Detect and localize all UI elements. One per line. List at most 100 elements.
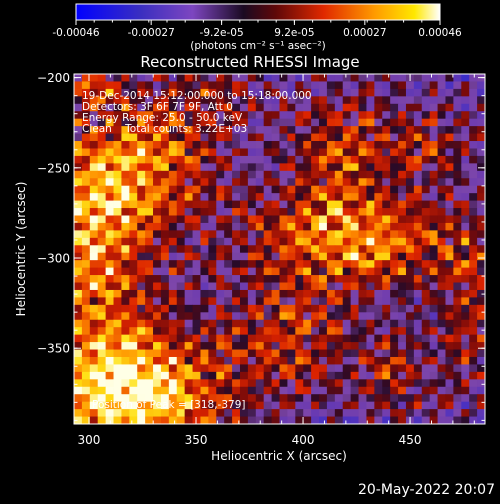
heatmap-cell bbox=[224, 386, 233, 395]
heatmap-cell bbox=[421, 334, 431, 343]
heatmap-cell bbox=[247, 304, 257, 313]
heatmap-cell bbox=[429, 178, 438, 187]
heatmap-cell bbox=[366, 252, 375, 261]
heatmap-cell bbox=[445, 304, 454, 313]
heatmap-cell bbox=[437, 416, 446, 425]
heatmap-cell bbox=[208, 155, 217, 164]
heatmap-cell bbox=[145, 409, 154, 417]
heatmap-cell bbox=[469, 215, 478, 224]
heatmap-cell bbox=[334, 364, 344, 373]
heatmap-cell bbox=[74, 416, 83, 425]
heatmap-cell bbox=[263, 364, 272, 373]
heatmap-cell bbox=[461, 103, 470, 112]
heatmap-cell bbox=[303, 356, 312, 365]
heatmap-cell bbox=[405, 141, 415, 149]
heatmap-cell bbox=[382, 81, 391, 90]
heatmap-cell bbox=[382, 327, 391, 336]
heatmap-cell bbox=[279, 356, 288, 365]
heatmap-cell bbox=[421, 126, 431, 134]
heatmap-cell bbox=[303, 289, 312, 298]
heatmap-cell bbox=[358, 297, 367, 306]
heatmap-cell bbox=[437, 267, 446, 276]
heatmap-cell bbox=[200, 267, 209, 276]
heatmap-cell bbox=[303, 163, 312, 172]
heatmap-cell bbox=[129, 409, 138, 417]
heatmap-cell bbox=[303, 409, 312, 417]
heatmap-cell bbox=[287, 386, 296, 395]
heatmap-cell bbox=[287, 401, 296, 410]
heatmap-cell bbox=[350, 170, 359, 179]
heatmap-cell bbox=[319, 133, 328, 142]
heatmap-cell bbox=[184, 275, 193, 283]
heatmap-cell bbox=[342, 275, 352, 283]
heatmap-cell bbox=[239, 178, 249, 187]
heatmap-cell bbox=[160, 178, 170, 187]
heatmap-cell bbox=[255, 178, 265, 187]
heatmap-cell bbox=[208, 371, 217, 380]
heatmap-cell bbox=[326, 349, 336, 358]
heatmap-cell bbox=[271, 364, 280, 373]
heatmap-cell bbox=[247, 178, 257, 187]
heatmap-cell bbox=[89, 96, 99, 105]
heatmap-cell bbox=[263, 237, 272, 246]
heatmap-cell bbox=[216, 356, 225, 365]
heatmap-cell bbox=[232, 401, 241, 410]
heatmap-cell bbox=[129, 282, 138, 291]
heatmap-cell bbox=[200, 193, 209, 201]
heatmap-cell bbox=[358, 394, 367, 403]
heatmap-cell bbox=[145, 141, 154, 149]
heatmap-cell bbox=[192, 81, 201, 90]
heatmap-cell bbox=[160, 155, 170, 164]
heatmap-cell bbox=[208, 88, 217, 97]
heatmap-cell bbox=[334, 141, 344, 149]
heatmap-cell bbox=[232, 141, 241, 149]
heatmap-cell bbox=[477, 193, 486, 201]
heatmap-cell bbox=[429, 74, 438, 82]
heatmap-cell bbox=[390, 215, 399, 224]
heatmap-cell bbox=[477, 208, 486, 216]
heatmap-cell bbox=[287, 260, 296, 269]
heatmap-cell bbox=[326, 356, 336, 365]
heatmap-cell bbox=[255, 141, 265, 149]
heatmap-cell bbox=[200, 327, 209, 336]
heatmap-cell bbox=[295, 222, 304, 231]
heatmap-cell bbox=[279, 185, 288, 194]
heatmap-cell bbox=[121, 208, 130, 216]
heatmap-cell bbox=[303, 379, 312, 388]
heatmap-cell bbox=[350, 222, 359, 231]
heatmap-cell bbox=[224, 163, 233, 172]
heatmap-cell bbox=[429, 193, 438, 201]
heatmap-cell bbox=[303, 252, 312, 261]
heatmap-cell bbox=[137, 252, 146, 261]
heatmap-cell bbox=[477, 386, 486, 395]
x-tick-label: 400 bbox=[292, 433, 315, 447]
heatmap-cell bbox=[247, 185, 257, 194]
heatmap-cell bbox=[453, 386, 462, 395]
heatmap-cell bbox=[279, 260, 288, 269]
heatmap-cell bbox=[263, 416, 272, 425]
heatmap-cell bbox=[326, 409, 336, 417]
heatmap-cell bbox=[192, 371, 201, 380]
heatmap-cell bbox=[192, 237, 201, 246]
heatmap-cell bbox=[97, 289, 107, 298]
heatmap-cell bbox=[366, 148, 375, 157]
heatmap-cell bbox=[168, 245, 178, 254]
heatmap-cell bbox=[437, 289, 446, 298]
heatmap-cell bbox=[421, 148, 431, 157]
heatmap-cell bbox=[255, 297, 265, 306]
heatmap-cell bbox=[208, 148, 217, 157]
heatmap-cell bbox=[366, 297, 375, 306]
heatmap-cell bbox=[121, 118, 130, 127]
heatmap-cell bbox=[437, 230, 446, 239]
heatmap-cell bbox=[398, 386, 407, 395]
heatmap-cell bbox=[437, 222, 446, 231]
heatmap-cell bbox=[477, 356, 486, 365]
heatmap-cell bbox=[279, 126, 288, 134]
heatmap-cell bbox=[453, 245, 462, 254]
heatmap-cell bbox=[311, 111, 320, 120]
heatmap-cell bbox=[97, 96, 107, 105]
heatmap-cell bbox=[145, 96, 154, 105]
heatmap-cell bbox=[334, 312, 344, 321]
heatmap-cell bbox=[121, 416, 130, 425]
heatmap-cell bbox=[287, 215, 296, 224]
